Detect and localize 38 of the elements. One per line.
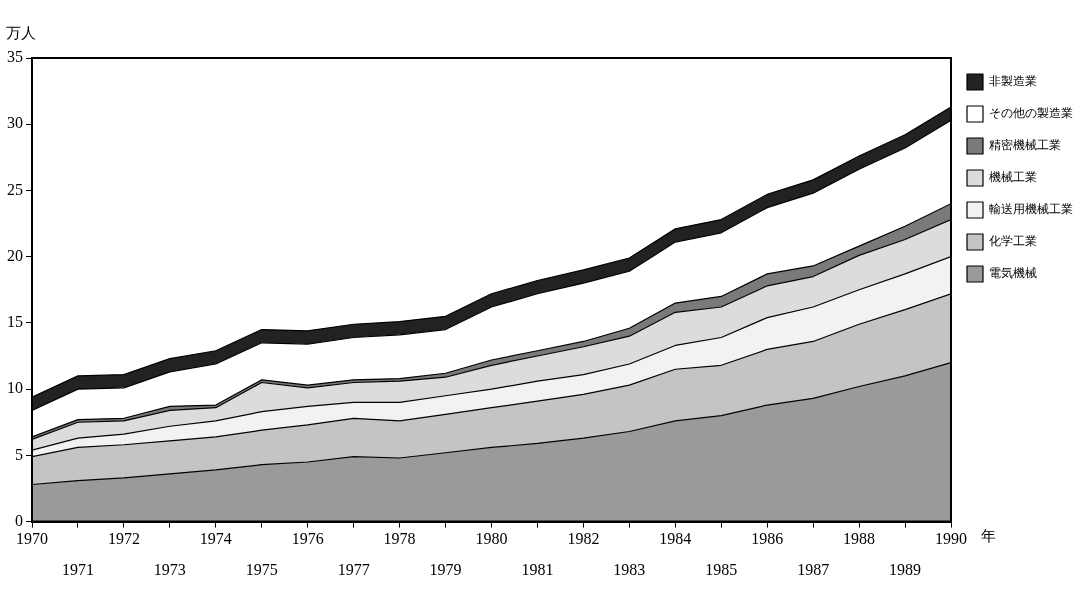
y-tick-label: 0 [15,511,23,529]
x-tick-label: 1970 [16,530,48,548]
x2-tick-label: 1971 [61,560,94,578]
x-tick-label: 1988 [843,530,876,548]
legend-label: 電気機械 [989,266,1037,281]
legend-label: 機械工業 [989,170,1037,185]
y-tick-label: 15 [7,313,23,331]
x-tick-label: 1972 [107,530,140,548]
legend-label: 精密機械工業 [989,138,1061,153]
x-tick-label: 1986 [751,530,784,548]
x2-tick-label: 1977 [337,560,370,578]
x-tick-label: 1984 [659,530,692,548]
x-tick-label: 1978 [383,530,416,548]
x2-tick-label: 1981 [521,560,554,578]
x2-tick-label: 1975 [245,560,278,578]
y-tick-label: 5 [15,445,23,463]
x-tick-label: 1982 [567,530,600,548]
y-tick-label: 10 [7,379,23,397]
legend-label: 輸送用機械工業 [989,202,1073,217]
x-axis-title: 年 [981,527,996,546]
y-tick-label: 35 [7,48,23,66]
x2-tick-label: 1987 [797,560,830,578]
x-tick-label: 1974 [199,530,232,548]
x-tick-label: 1990 [935,530,967,548]
y-tick-label: 25 [7,180,23,198]
y-tick-label: 30 [7,114,23,132]
y-tick-label: 20 [7,246,23,264]
x-tick-label: 1980 [475,530,508,548]
x2-tick-label: 1983 [613,560,646,578]
x2-tick-label: 1985 [705,560,738,578]
x2-tick-label: 1979 [429,560,462,578]
x2-tick-label: 1973 [153,560,186,578]
legend-label: その他の製造業 [989,106,1073,121]
legend-label: 非製造業 [989,74,1037,89]
y-axis-title: 万人 [6,24,36,43]
legend-label: 化学工業 [989,234,1037,249]
x-tick-label: 1976 [291,530,324,548]
x2-tick-label: 1989 [889,560,922,578]
